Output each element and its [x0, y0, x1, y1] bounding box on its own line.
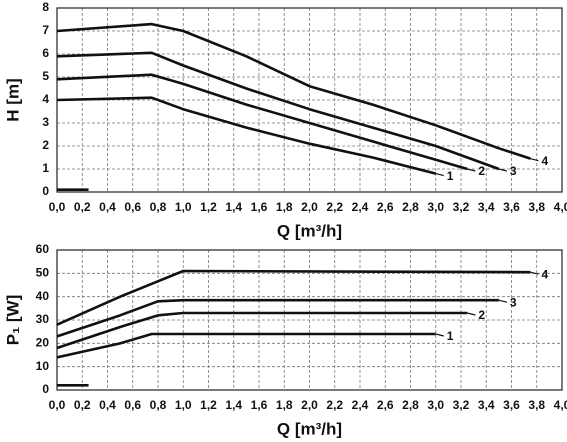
x-tick-label: 1,0 — [175, 200, 192, 214]
label-leader — [467, 168, 476, 172]
x-tick-label: 1,6 — [251, 398, 268, 412]
series-line — [56, 311, 468, 350]
x-tick-label: 1,2 — [200, 398, 217, 412]
y-tick-label: 10 — [36, 359, 50, 373]
label-leader — [530, 271, 539, 275]
x-tick-label: 2,4 — [352, 200, 369, 214]
x-tick-label: 2,6 — [377, 398, 394, 412]
series-line — [56, 96, 437, 175]
x-tick-label: 0,2 — [74, 398, 91, 412]
y-tick-label: 40 — [36, 289, 50, 303]
x-tick-label: 2,2 — [326, 200, 343, 214]
x-tick-label: 2,6 — [377, 200, 394, 214]
label-leader — [435, 173, 444, 177]
y-tick-label: 0 — [42, 184, 49, 198]
y-axis-title: P₁ [W] — [3, 295, 22, 345]
plot-frame — [56, 249, 563, 391]
series-line — [56, 73, 468, 171]
x-tick-label: 3,8 — [528, 398, 545, 412]
series-line — [56, 51, 500, 171]
y-tick-label: 5 — [42, 69, 49, 83]
x-tick-label: 0,4 — [99, 200, 116, 214]
x-tick-label: 3,8 — [528, 200, 545, 214]
x-tick-label: 0,6 — [124, 398, 141, 412]
label-leader — [435, 333, 444, 337]
label-leader — [467, 312, 476, 316]
series-line — [56, 332, 436, 359]
y-tick-label: 3 — [42, 115, 49, 129]
x-axis-title: Q [m³/h] — [277, 221, 342, 240]
x-tick-label: 0,2 — [74, 200, 91, 214]
x-tick-label: 3,6 — [503, 200, 520, 214]
x-tick-label: 4,0 — [554, 200, 567, 214]
y-tick-label: 30 — [36, 312, 50, 326]
x-tick-label: 2,4 — [352, 398, 369, 412]
x-tick-label: 0,4 — [99, 398, 116, 412]
x-tick-label: 1,4 — [225, 398, 242, 412]
x-tick-label: 0,8 — [150, 200, 167, 214]
y-tick-label: 60 — [36, 242, 50, 256]
y-tick-label: 7 — [42, 23, 49, 37]
y-tick-label: 4 — [42, 92, 49, 106]
x-tick-label: 1,8 — [276, 200, 293, 214]
x-tick-label: 3,2 — [453, 200, 470, 214]
x-axis-title: Q [m³/h] — [277, 419, 342, 438]
x-tick-label: 2,0 — [301, 398, 318, 412]
y-tick-label: 8 — [42, 0, 49, 14]
x-tick-label: 0,0 — [49, 398, 66, 412]
series-label: 2 — [478, 164, 485, 178]
x-tick-label: 0,6 — [124, 200, 141, 214]
x-tick-label: 4,0 — [554, 398, 567, 412]
x-tick-label: 2,8 — [402, 398, 419, 412]
label-leader — [530, 158, 539, 162]
series-line — [56, 22, 531, 160]
series-label: 3 — [510, 164, 517, 178]
x-tick-label: 0,0 — [49, 200, 66, 214]
x-tick-label: 2,0 — [301, 200, 318, 214]
series-label: 2 — [478, 308, 485, 322]
series-label: 4 — [541, 267, 548, 281]
x-tick-label: 1,2 — [200, 200, 217, 214]
y-axis-title: H [m] — [3, 78, 22, 121]
x-tick-label: 0,8 — [150, 398, 167, 412]
x-tick-label: 3,6 — [503, 398, 520, 412]
x-tick-label: 3,4 — [478, 200, 495, 214]
x-tick-label: 3,2 — [453, 398, 470, 412]
x-tick-label: 2,8 — [402, 200, 419, 214]
x-tick-label: 1,6 — [251, 200, 268, 214]
x-tick-label: 1,8 — [276, 398, 293, 412]
y-tick-label: 50 — [36, 266, 50, 280]
series-label: 1 — [447, 329, 454, 343]
series-line — [56, 269, 531, 326]
series-label: 3 — [510, 295, 517, 309]
x-tick-label: 1,0 — [175, 398, 192, 412]
y-tick-label: 20 — [36, 336, 50, 350]
y-tick-label: 0 — [42, 382, 49, 396]
x-tick-label: 3,4 — [478, 398, 495, 412]
series-line — [56, 298, 499, 338]
series-label: 4 — [541, 154, 548, 168]
x-tick-label: 3,0 — [427, 398, 444, 412]
label-leader — [498, 299, 508, 303]
y-tick-label: 1 — [42, 161, 49, 175]
label-leader — [498, 168, 508, 172]
x-tick-label: 1,4 — [225, 200, 242, 214]
y-tick-label: 2 — [42, 138, 49, 152]
x-tick-label: 3,0 — [427, 200, 444, 214]
x-tick-label: 2,2 — [326, 398, 343, 412]
series-label: 1 — [447, 169, 454, 183]
y-tick-label: 6 — [42, 46, 49, 60]
